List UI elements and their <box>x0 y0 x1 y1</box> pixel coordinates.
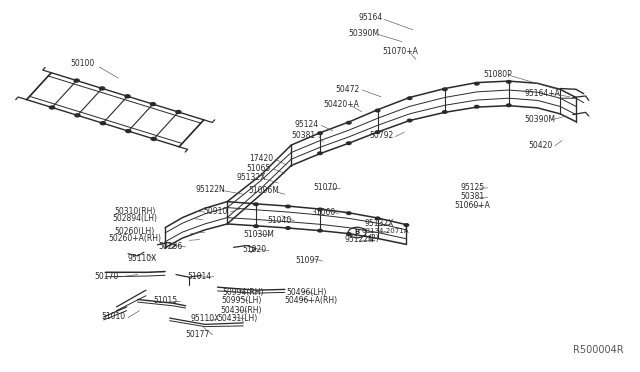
Text: R500004R: R500004R <box>573 345 624 355</box>
Circle shape <box>408 97 412 100</box>
Text: 95125: 95125 <box>461 183 485 192</box>
Text: 51080P: 51080P <box>483 70 512 79</box>
Text: 51040: 51040 <box>268 216 292 225</box>
Text: 51096M: 51096M <box>248 186 279 195</box>
Text: 50431(LH): 50431(LH) <box>218 314 258 323</box>
Circle shape <box>404 224 409 226</box>
Circle shape <box>317 132 323 134</box>
Text: 51060+A: 51060+A <box>454 201 490 210</box>
Circle shape <box>176 110 181 113</box>
Circle shape <box>375 131 380 133</box>
Text: 50420: 50420 <box>528 141 552 150</box>
Circle shape <box>125 129 131 132</box>
Circle shape <box>285 227 291 229</box>
Text: 50430(RH): 50430(RH) <box>220 306 262 315</box>
Circle shape <box>443 111 447 113</box>
Circle shape <box>375 109 380 112</box>
Text: 50390M: 50390M <box>349 29 380 38</box>
Text: 08134-2071A: 08134-2071A <box>362 228 409 234</box>
Circle shape <box>285 205 291 208</box>
Text: 50177: 50177 <box>186 330 210 339</box>
Text: 50910: 50910 <box>204 207 228 216</box>
Text: 51020: 51020 <box>242 246 266 254</box>
Text: 51070: 51070 <box>314 183 338 192</box>
Text: 502894(LH): 502894(LH) <box>112 214 157 223</box>
Circle shape <box>49 106 54 109</box>
Text: 95132X: 95132X <box>365 219 394 228</box>
Circle shape <box>347 233 351 235</box>
Circle shape <box>100 87 105 90</box>
Circle shape <box>375 217 380 219</box>
Text: 51015: 51015 <box>154 296 178 305</box>
Circle shape <box>507 104 511 106</box>
Circle shape <box>443 88 447 90</box>
Text: 95122N: 95122N <box>195 185 225 194</box>
Text: 50310(RH): 50310(RH) <box>114 207 156 216</box>
Circle shape <box>317 229 323 232</box>
Text: 50170: 50170 <box>95 272 119 280</box>
Text: 50260(LH): 50260(LH) <box>114 227 154 236</box>
Text: 50236: 50236 <box>159 242 183 251</box>
Circle shape <box>74 79 79 82</box>
Text: 50381: 50381 <box>461 192 485 201</box>
Text: 50381: 50381 <box>291 131 316 140</box>
Text: 95164+A: 95164+A <box>525 89 561 97</box>
Text: 50995(LH): 50995(LH) <box>221 296 262 305</box>
Text: 50792: 50792 <box>369 131 394 140</box>
Circle shape <box>150 103 156 106</box>
Text: 51065: 51065 <box>246 164 271 173</box>
Circle shape <box>100 122 106 125</box>
Text: 50496(LH): 50496(LH) <box>287 288 327 297</box>
Text: 50100: 50100 <box>70 59 95 68</box>
Circle shape <box>125 95 130 98</box>
Text: 95122N: 95122N <box>344 235 374 244</box>
Circle shape <box>317 152 323 155</box>
Circle shape <box>75 114 80 117</box>
Text: 50390M: 50390M <box>525 115 556 124</box>
Circle shape <box>151 137 156 140</box>
Text: 50994(RH): 50994(RH) <box>223 288 264 297</box>
Circle shape <box>507 80 511 83</box>
Text: 31060: 31060 <box>312 208 336 217</box>
Text: 95124: 95124 <box>294 120 319 129</box>
Text: 51097: 51097 <box>296 256 320 265</box>
Circle shape <box>347 142 351 144</box>
Text: B: B <box>355 230 360 235</box>
Circle shape <box>347 121 351 124</box>
Text: 17420: 17420 <box>250 154 274 163</box>
Text: 51014: 51014 <box>187 272 211 280</box>
Text: 50420+A: 50420+A <box>323 100 359 109</box>
Text: 51010: 51010 <box>101 312 125 321</box>
Text: 95132X: 95132X <box>237 173 266 182</box>
Text: (2): (2) <box>369 234 380 243</box>
Circle shape <box>253 225 259 227</box>
Circle shape <box>474 105 479 108</box>
Circle shape <box>317 208 323 211</box>
Circle shape <box>253 203 259 205</box>
Text: 50496+A(RH): 50496+A(RH) <box>284 296 337 305</box>
Text: 95110X: 95110X <box>191 314 220 323</box>
Circle shape <box>474 82 479 85</box>
Text: 50260+A(RH): 50260+A(RH) <box>109 234 162 243</box>
Text: 51070+A: 51070+A <box>383 47 419 56</box>
Circle shape <box>408 119 412 122</box>
Circle shape <box>347 212 351 214</box>
Text: 50472: 50472 <box>335 85 360 94</box>
Text: 95164: 95164 <box>358 13 383 22</box>
Text: 95110X: 95110X <box>128 254 157 263</box>
Text: 51030M: 51030M <box>243 230 274 239</box>
